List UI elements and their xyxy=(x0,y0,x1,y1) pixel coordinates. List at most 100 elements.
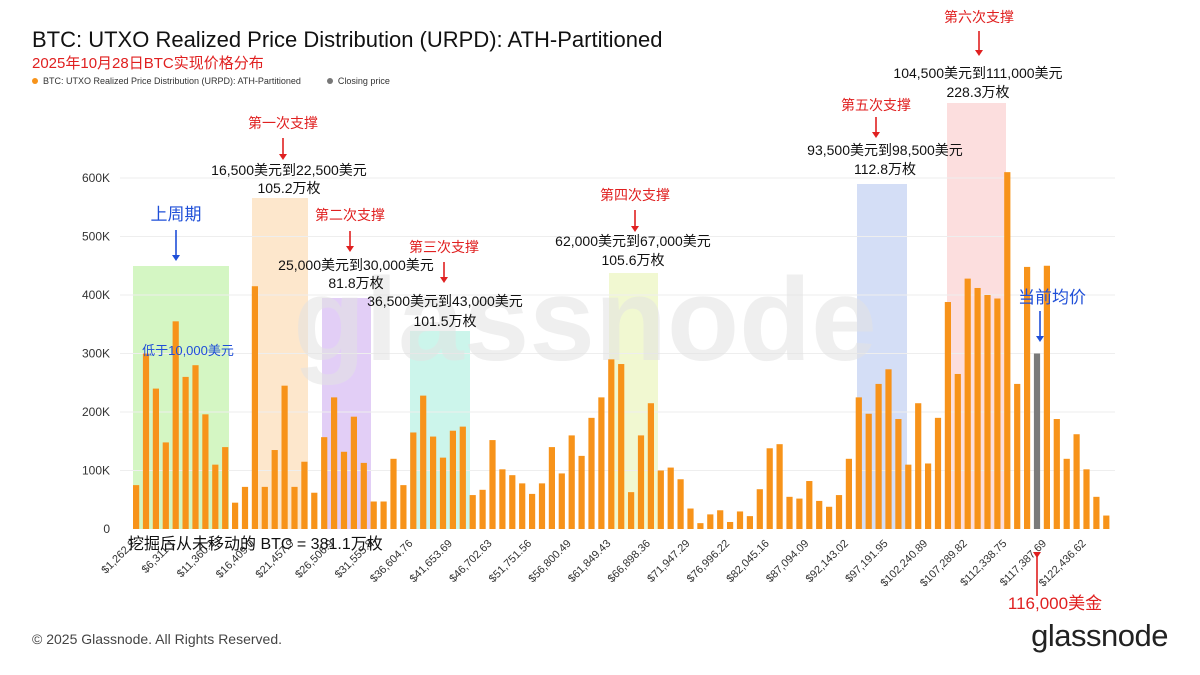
bar[interactable] xyxy=(479,489,486,529)
bar[interactable] xyxy=(321,437,328,529)
bar[interactable] xyxy=(558,473,565,529)
bar[interactable] xyxy=(222,447,229,529)
bar[interactable] xyxy=(192,365,199,529)
bar[interactable] xyxy=(944,302,951,529)
bar[interactable] xyxy=(340,451,348,529)
bar[interactable] xyxy=(172,321,179,529)
bar[interactable] xyxy=(984,295,991,529)
bar[interactable] xyxy=(845,458,852,529)
bar[interactable] xyxy=(212,464,219,529)
bar[interactable] xyxy=(667,467,674,529)
bar[interactable] xyxy=(469,495,476,529)
bar[interactable] xyxy=(826,506,833,529)
bar[interactable] xyxy=(964,278,971,529)
bar[interactable] xyxy=(1043,265,1050,529)
bar[interactable] xyxy=(717,510,724,529)
bar[interactable] xyxy=(578,455,585,529)
bar[interactable] xyxy=(1014,383,1021,529)
bar[interactable] xyxy=(519,483,526,529)
bar[interactable] xyxy=(796,498,803,529)
bar[interactable] xyxy=(1083,469,1090,529)
bar[interactable] xyxy=(439,457,447,529)
legend-item-urpd[interactable]: BTC: UTXO Realized Price Distribution (U… xyxy=(32,76,301,86)
bar[interactable] xyxy=(459,426,466,529)
bar[interactable] xyxy=(1103,515,1110,529)
bar[interactable] xyxy=(974,287,981,529)
bar[interactable] xyxy=(865,413,872,529)
bar[interactable] xyxy=(657,470,664,530)
bar[interactable] xyxy=(133,485,140,529)
bar[interactable] xyxy=(697,523,704,529)
bar[interactable] xyxy=(331,397,338,529)
bar[interactable] xyxy=(410,432,417,529)
bar[interactable] xyxy=(618,364,625,529)
bar[interactable] xyxy=(756,489,763,529)
bar[interactable] xyxy=(608,359,615,529)
bar[interactable] xyxy=(806,481,813,529)
bar[interactable] xyxy=(449,430,456,529)
bar[interactable] xyxy=(925,463,932,529)
bar[interactable] xyxy=(202,414,209,529)
bar[interactable] xyxy=(934,417,942,529)
bar[interactable] xyxy=(786,496,793,529)
bar[interactable] xyxy=(261,486,268,529)
bar[interactable] xyxy=(1053,419,1060,529)
bar[interactable] xyxy=(538,483,546,529)
bar[interactable] xyxy=(1073,434,1080,529)
bar[interactable] xyxy=(291,486,298,529)
bar[interactable] xyxy=(647,403,654,529)
bar[interactable] xyxy=(1024,266,1031,529)
closing-price-bar[interactable] xyxy=(1033,353,1041,530)
bar[interactable] xyxy=(1063,458,1070,529)
bar[interactable] xyxy=(1004,172,1011,529)
bar[interactable] xyxy=(677,479,684,529)
bar[interactable] xyxy=(370,501,377,529)
bar[interactable] xyxy=(380,501,387,529)
bar[interactable] xyxy=(301,461,308,529)
bar[interactable] xyxy=(182,376,189,529)
bar[interactable] xyxy=(400,485,407,529)
bar[interactable] xyxy=(360,462,367,529)
bar[interactable] xyxy=(628,492,635,529)
bar[interactable] xyxy=(637,435,645,529)
bar[interactable] xyxy=(350,416,357,529)
bar[interactable] xyxy=(588,417,595,529)
bar[interactable] xyxy=(152,388,159,529)
bar[interactable] xyxy=(430,436,437,529)
bar[interactable] xyxy=(994,298,1001,529)
bar[interactable] xyxy=(241,486,249,529)
bar[interactable] xyxy=(687,508,694,529)
bar[interactable] xyxy=(499,469,506,529)
bar[interactable] xyxy=(598,397,605,529)
bar[interactable] xyxy=(736,511,744,529)
bar[interactable] xyxy=(707,514,714,529)
bar[interactable] xyxy=(251,286,258,529)
legend-item-closing-price[interactable]: Closing price xyxy=(326,76,390,86)
bar[interactable] xyxy=(954,373,961,529)
bar[interactable] xyxy=(816,500,823,529)
bar[interactable] xyxy=(875,383,882,529)
bar[interactable] xyxy=(390,458,397,529)
bar[interactable] xyxy=(776,444,783,529)
bar[interactable] xyxy=(766,448,773,529)
bar[interactable] xyxy=(529,493,536,529)
bar[interactable] xyxy=(509,475,516,529)
bar[interactable] xyxy=(746,516,753,529)
bar[interactable] xyxy=(855,397,862,529)
bar[interactable] xyxy=(232,502,239,529)
bar[interactable] xyxy=(895,419,902,529)
bar[interactable] xyxy=(727,521,734,529)
bar[interactable] xyxy=(162,442,169,529)
bar[interactable] xyxy=(905,464,912,529)
bar[interactable] xyxy=(835,495,843,529)
bar[interactable] xyxy=(1093,496,1100,529)
bar[interactable] xyxy=(915,403,922,529)
bar[interactable] xyxy=(885,369,892,529)
bar[interactable] xyxy=(281,385,288,529)
bar[interactable] xyxy=(568,435,575,529)
bar[interactable] xyxy=(548,447,555,529)
bar[interactable] xyxy=(142,353,150,530)
bar[interactable] xyxy=(489,440,496,529)
bar[interactable] xyxy=(420,395,427,529)
bar[interactable] xyxy=(311,492,318,529)
